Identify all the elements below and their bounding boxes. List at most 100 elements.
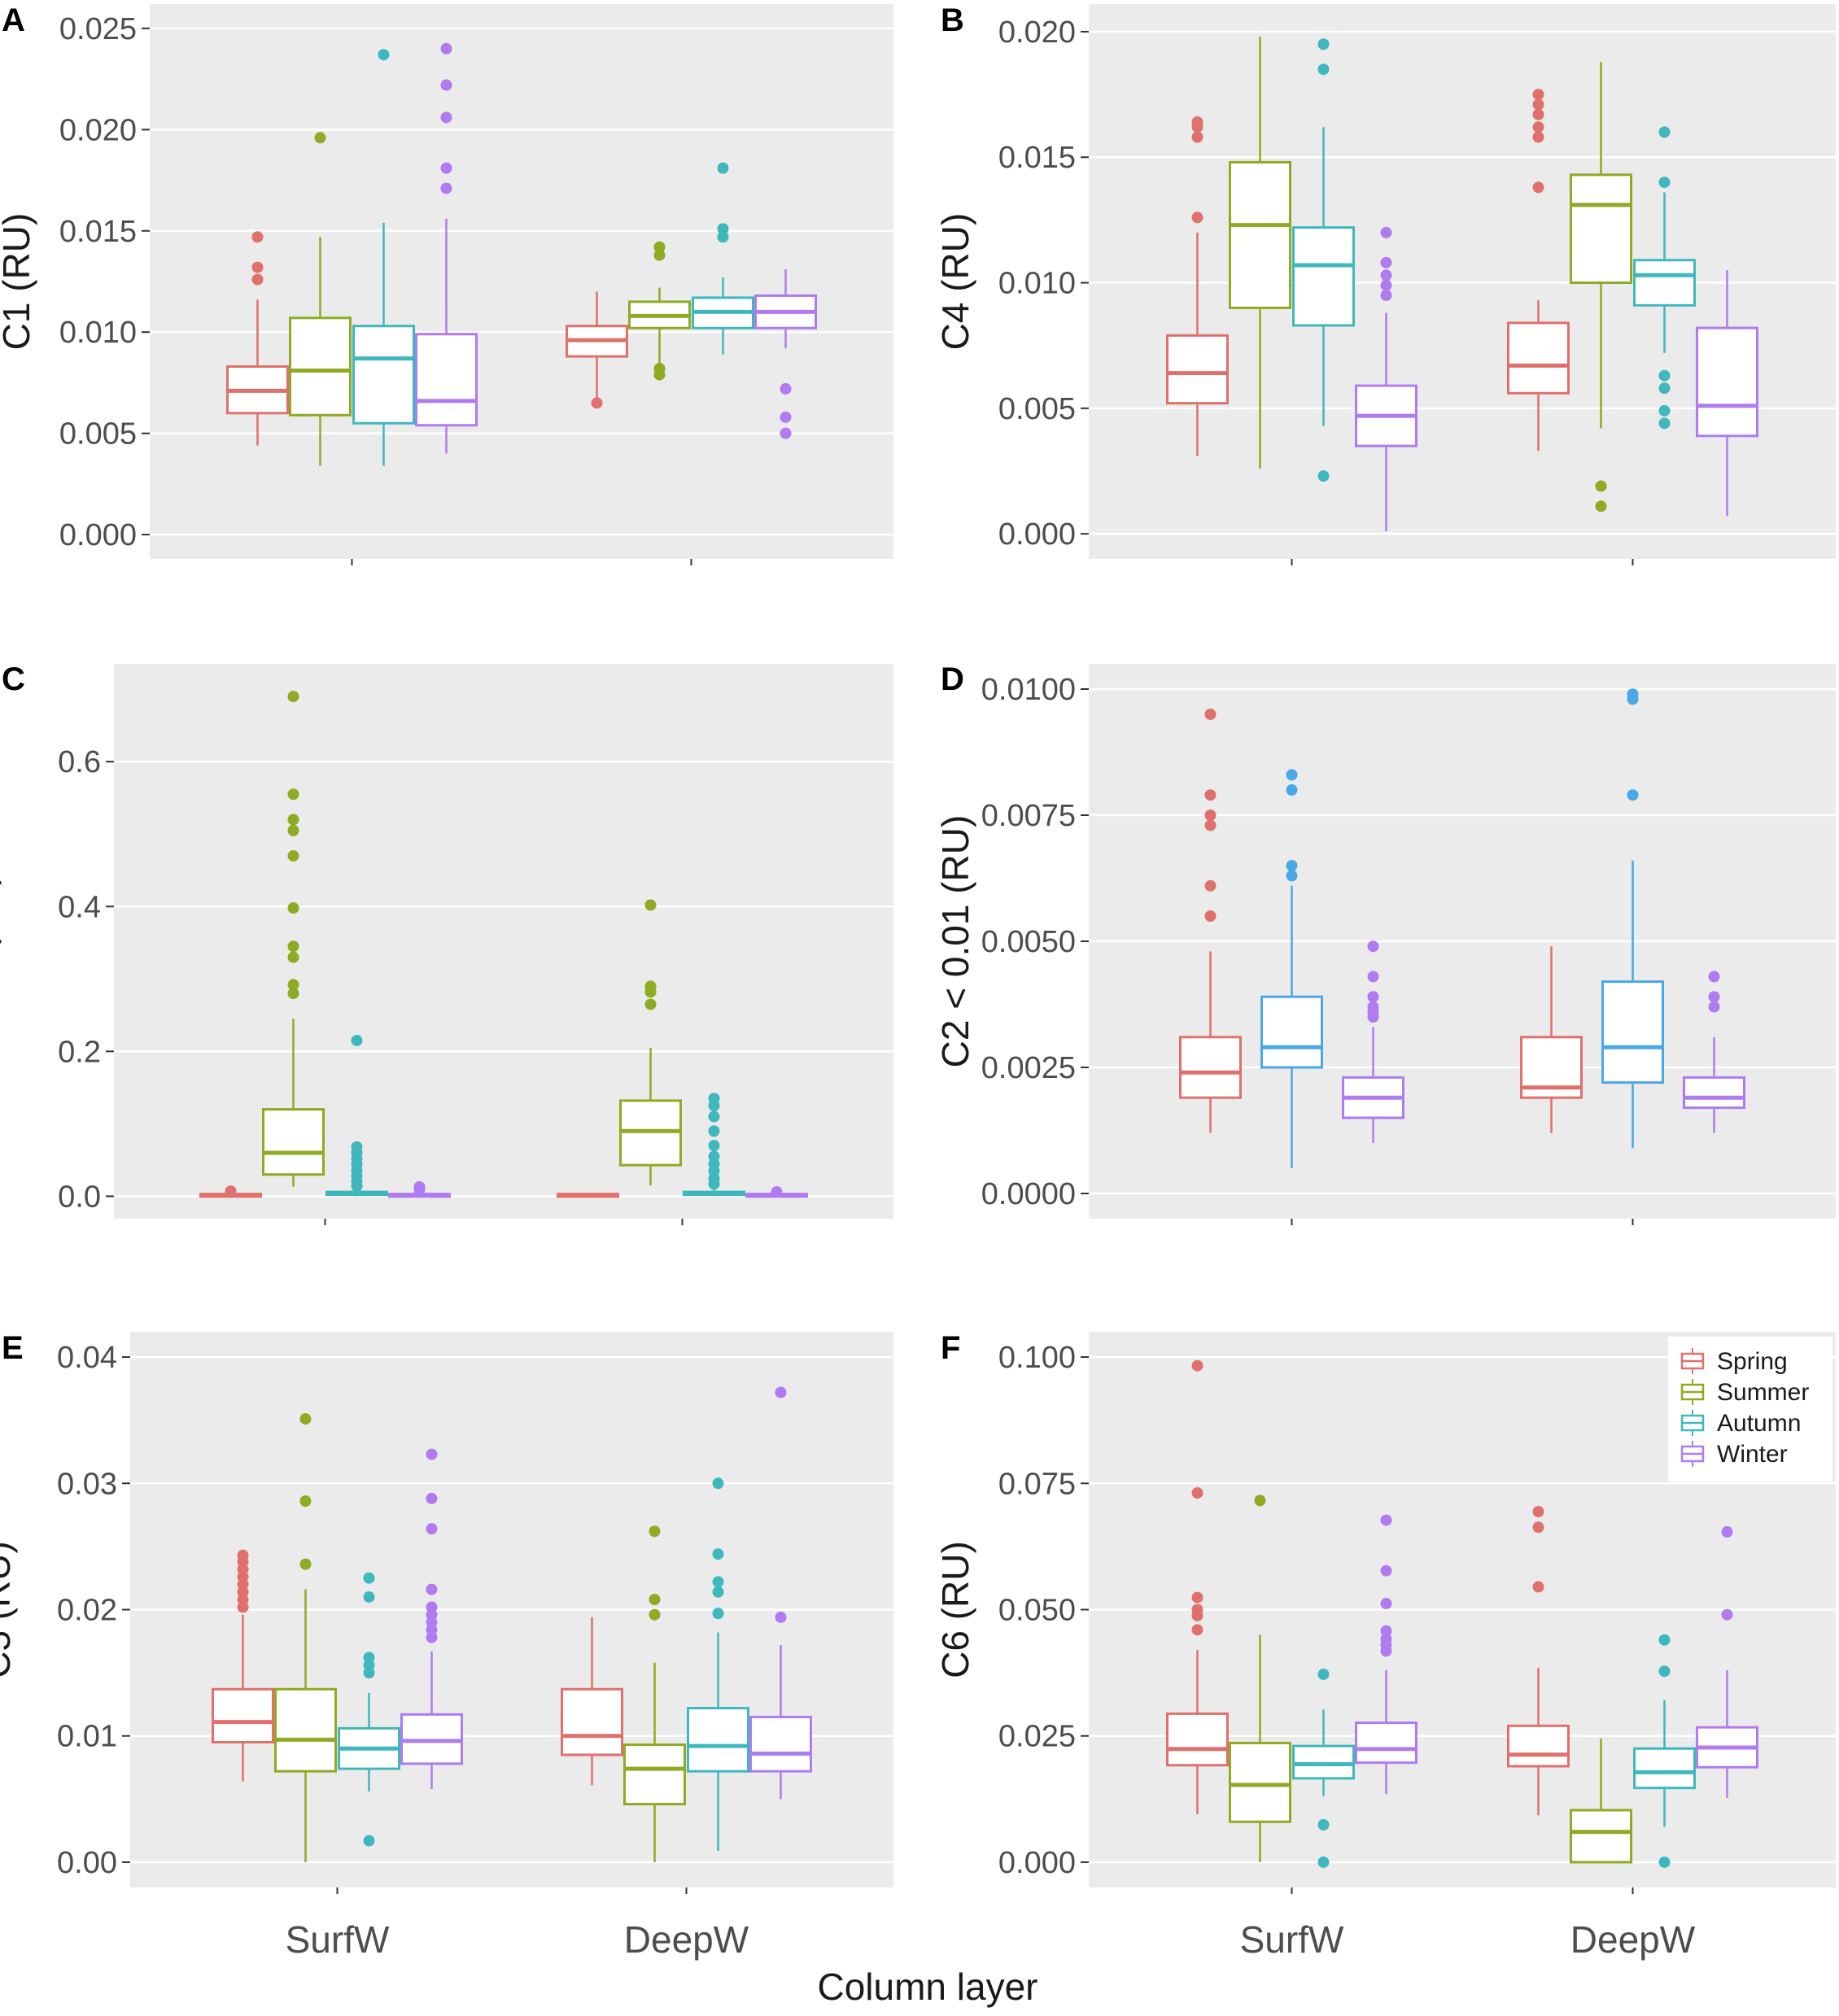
box-winter-surfw [415,42,478,454]
outlier-point [413,1184,426,1196]
box-winter-deepw [1696,1525,1758,1799]
outlier-point [1317,38,1330,50]
outlier-point [440,162,452,174]
box-autumn-deepw [1633,126,1696,430]
legend-item-summer: Summer [1680,1379,1809,1406]
panel-c: 0.0 0.2 0.4 0.6 C2 (RU) C [0,661,893,1225]
box-body [1570,1809,1632,1864]
outlier-point [1367,940,1379,953]
box-autumn-deepw [1633,1634,1696,1868]
y-tick-label: 0.0000 [981,1177,1076,1211]
legend-label: Autumn [1717,1410,1801,1437]
outlier-point [287,979,299,991]
outlier-point [708,1140,720,1152]
outlier-point [1204,910,1217,922]
y-tick-label: 0.025 [59,12,137,46]
panel-letter: E [2,1330,24,1366]
outlier-point [1380,279,1392,291]
outlier-point [775,1386,787,1399]
outlier-point [1380,1645,1392,1657]
box-body [1229,1741,1291,1823]
box-body [1601,980,1664,1084]
panel-a: 0.000 0.005 0.010 0.015 0.020 0.025 C1 (RU) A [0,2,893,565]
box-summer-deepw [628,241,691,381]
outlier-point [591,397,603,409]
outlier-point [251,261,264,273]
legend-item-winter: Winter [1680,1441,1788,1468]
outlier-point [1380,1625,1392,1637]
panel-background [114,664,893,1219]
outlier-point [287,902,299,914]
outlier-point [287,940,299,953]
box-body [1683,1076,1745,1110]
outlier-point [1317,63,1330,76]
outlier-point [1317,1819,1330,1831]
outlier-point [1380,1514,1392,1526]
outlier-point [1317,470,1330,482]
box-body [1292,226,1355,327]
y-tick-label: 0.0100 [981,673,1076,707]
outlier-point [225,1185,237,1198]
box-body [1229,160,1291,309]
outlier-point [440,182,452,194]
y-tick-label: 0.03 [57,1467,117,1501]
y-tick-label: 0.2 [58,1035,101,1069]
outlier-point [717,231,729,243]
panel-b: 0.000 0.005 0.010 0.015 0.020 C4 (RU) B [934,2,1836,565]
box-summer-surfw [289,132,352,466]
box-summer-surfw [274,1413,337,1862]
outlier-point [712,1477,724,1490]
y-tick-label: 0.0075 [981,799,1076,833]
outlier-point [287,788,299,801]
box-winter-surfw [388,1180,451,1198]
outlier-point [1286,769,1298,781]
y-tick-label: 0.025 [998,1720,1076,1754]
outlier-point [1191,1624,1203,1636]
box-summer-surfw [262,691,325,1187]
outlier-point [1658,1856,1671,1868]
outlier-point [712,1608,724,1620]
box-autumn-surfw [1260,769,1323,1168]
outlier-point [1658,417,1671,430]
outlier-point [1708,991,1720,1003]
outlier-point [1204,709,1217,720]
outlier-point [1191,212,1203,224]
y-tick-label: 0.000 [998,1846,1076,1880]
y-tick-label: 0.0025 [981,1051,1076,1085]
outlier-point [1367,1011,1379,1023]
outlier-point [712,1576,724,1588]
outlier-point [440,79,452,91]
outlier-point [1532,98,1544,111]
outlier-point [363,1572,375,1584]
box-spring-surfw [226,231,289,446]
outlier-point [1191,1591,1203,1604]
box-winter-deepw [1696,270,1758,517]
outlier-point [299,1495,312,1508]
y-tick-label: 0.075 [998,1467,1076,1501]
outlier-point [1254,1495,1266,1507]
outlier-point [708,1125,720,1137]
box-summer-deepw [1570,61,1632,513]
box-autumn-surfw [338,1572,400,1847]
outlier-point [1191,131,1203,143]
outlier-point [1658,382,1671,395]
y-tick-label: 0.100 [998,1341,1076,1375]
outlier-point [1380,256,1392,268]
y-tick-label: 0.005 [998,392,1076,426]
outlier-point [771,1186,783,1198]
box-spring-deepw [566,291,628,409]
outlier-point [1367,971,1379,983]
x-category-label: SurfW [1240,1918,1344,1961]
outlier-point [299,1558,312,1570]
legend: Spring Summer Autumn Winter [1668,1337,1832,1481]
box-body [1633,259,1696,307]
outlier-point [1532,108,1544,120]
box-spring-surfw [1166,1359,1229,1814]
box-summer-surfw [1229,37,1291,469]
box-autumn-surfw [325,1034,388,1197]
outlier-point [1191,1609,1203,1621]
outlier-point [1380,1598,1392,1610]
outlier-point [426,1492,438,1504]
box-body [1179,1036,1242,1099]
box-summer-deepw [623,1525,686,1862]
